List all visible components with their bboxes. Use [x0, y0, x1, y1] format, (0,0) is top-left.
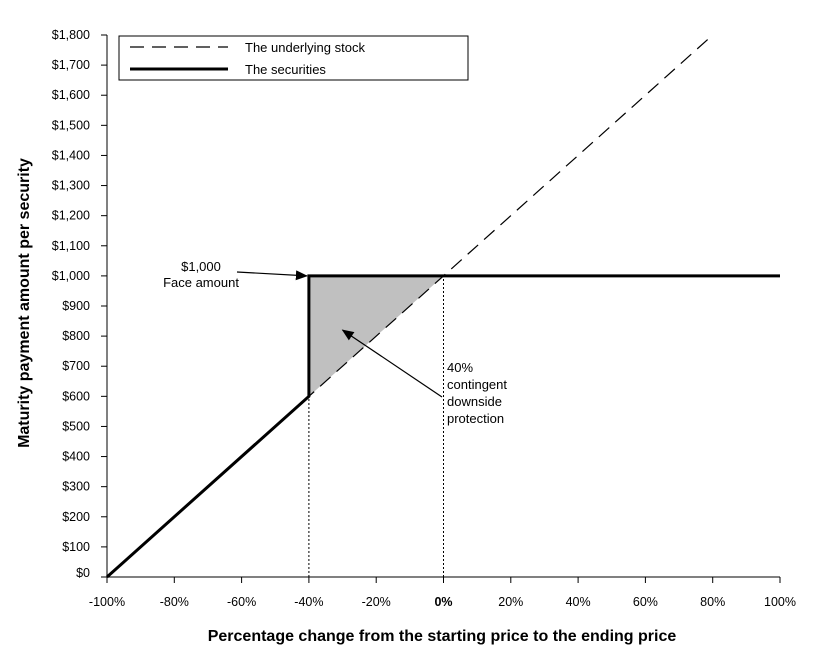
x-tick-label: -60% — [227, 595, 256, 609]
y-tick-label: $1,200 — [52, 209, 90, 223]
legend-label: The securities — [245, 62, 326, 77]
x-tick-label: 80% — [700, 595, 725, 609]
y-tick-label: $500 — [62, 419, 90, 433]
y-axis-title: Maturity payment amount per security — [16, 158, 33, 448]
x-tick-label: 60% — [633, 595, 658, 609]
y-tick-label: $700 — [62, 359, 90, 373]
y-tick-label: $1,800 — [52, 28, 90, 42]
x-tick-label: 20% — [498, 595, 523, 609]
y-tick-label: $1,700 — [52, 58, 90, 72]
face-amount-arrow — [236, 270, 308, 281]
y-tick-label: $1,500 — [52, 118, 90, 132]
x-tick-label: -80% — [160, 595, 189, 609]
y-tick-label: $800 — [62, 329, 90, 343]
y-tick-label: $0 — [76, 566, 90, 580]
y-tick-label: $300 — [62, 480, 90, 494]
y-ticks: $0 $100 $200 $300 $400 $500 $600 $700 $800 $900 $1… — [52, 28, 107, 580]
y-tick-label: $900 — [62, 299, 90, 313]
protection-label: protection — [447, 411, 504, 426]
protection-label: downside — [447, 394, 502, 409]
legend-label: The underlying stock — [245, 40, 365, 55]
series-lines — [105, 34, 780, 579]
y-tick-label: $1,000 — [52, 269, 90, 283]
y-tick-label: $1,400 — [52, 148, 90, 162]
y-tick-label: $1,600 — [52, 88, 90, 102]
x-tick-label: 100% — [764, 595, 796, 609]
protection-label: contingent — [447, 377, 507, 392]
face-amount-label: Face amount — [163, 275, 239, 290]
y-tick-label: $1,300 — [52, 179, 90, 193]
protection-label: 40% — [447, 360, 473, 375]
x-tick-label: -40% — [294, 595, 323, 609]
x-tick-label: -20% — [362, 595, 391, 609]
y-tick-label: $600 — [62, 389, 90, 403]
x-axis-title: Percentage change from the starting pric… — [208, 628, 677, 645]
x-tick-label: -100% — [89, 595, 125, 609]
protection-arrow — [341, 329, 443, 398]
legend: The underlying stock The securities — [118, 35, 469, 81]
x-tick-label: 0% — [434, 595, 452, 609]
y-tick-label: $100 — [62, 540, 90, 554]
legend-box — [118, 35, 469, 81]
securities-line — [105, 274, 780, 579]
face-amount-label: $1,000 — [181, 259, 221, 274]
y-tick-label: $1,100 — [52, 239, 90, 253]
x-tick-label: 40% — [566, 595, 591, 609]
y-tick-label: $400 — [62, 450, 90, 464]
x-ticks: -100% -80% -60% -40% -20% 0% 20% 40% 60% 80% 100% — [89, 577, 796, 609]
y-tick-label: $200 — [62, 510, 90, 524]
